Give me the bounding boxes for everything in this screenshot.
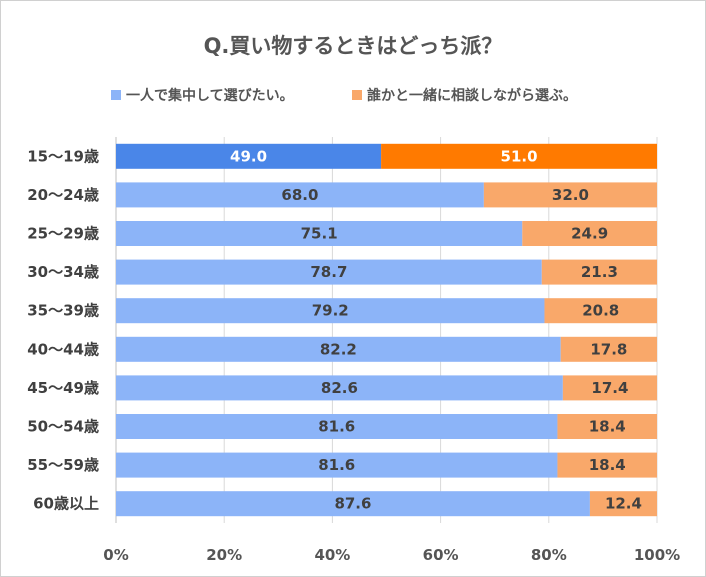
category-label: 30～34歳 bbox=[27, 263, 99, 281]
data-label: 49.0 bbox=[230, 147, 267, 165]
x-tick-label: 20% bbox=[206, 546, 242, 564]
data-label: 32.0 bbox=[552, 186, 589, 204]
data-label: 87.6 bbox=[334, 495, 371, 513]
bar-together bbox=[560, 336, 657, 362]
category-label: 25～29歳 bbox=[27, 225, 99, 243]
data-label: 12.4 bbox=[605, 495, 642, 513]
bar-solo bbox=[116, 182, 484, 208]
data-label: 18.4 bbox=[589, 456, 626, 474]
legend-swatch-solo bbox=[111, 90, 121, 100]
data-label: 79.2 bbox=[312, 302, 349, 320]
bar-solo bbox=[116, 259, 542, 285]
bar-solo bbox=[116, 143, 382, 169]
data-label: 81.6 bbox=[318, 418, 355, 436]
bar-solo bbox=[116, 298, 545, 324]
legend-label-together: 誰かと一緒に相談しながら選ぶ。 bbox=[367, 87, 577, 104]
bar-together bbox=[544, 298, 657, 324]
data-label: 24.9 bbox=[571, 225, 608, 243]
bar-together bbox=[381, 143, 657, 169]
data-label: 18.4 bbox=[589, 418, 626, 436]
data-label: 21.3 bbox=[581, 263, 618, 281]
category-label: 35～39歳 bbox=[27, 302, 99, 320]
data-label: 81.6 bbox=[318, 456, 355, 474]
data-label: 78.7 bbox=[310, 263, 347, 281]
bar-solo bbox=[116, 491, 590, 517]
legend: 一人で集中して選びたい。 誰かと一緒に相談しながら選ぶ。 bbox=[111, 87, 577, 104]
x-axis-ticks: 0% 20% 40% 60% 80% 100% bbox=[103, 546, 680, 564]
category-label: 40～44歳 bbox=[27, 340, 99, 358]
bar-together bbox=[589, 491, 657, 517]
legend-label-solo: 一人で集中して選びたい。 bbox=[126, 87, 294, 104]
category-label: 60歳以上 bbox=[33, 495, 99, 513]
x-tick-label: 0% bbox=[103, 546, 128, 564]
x-tick-label: 60% bbox=[423, 546, 459, 564]
category-label: 20～24歳 bbox=[27, 186, 99, 204]
x-tick-label: 40% bbox=[314, 546, 350, 564]
data-label: 82.6 bbox=[321, 379, 358, 397]
x-tick-label: 100% bbox=[634, 546, 680, 564]
category-labels: 15～19歳 20～24歳 25～29歳 30～34歳 35～39歳 40～44歳 45～4… bbox=[27, 147, 99, 512]
category-label: 45～49歳 bbox=[27, 379, 99, 397]
bar-solo bbox=[116, 414, 558, 439]
category-label: 15～19歳 bbox=[27, 147, 99, 165]
bar-together bbox=[562, 375, 657, 401]
bar-together bbox=[522, 221, 657, 246]
x-tick-label: 80% bbox=[531, 546, 567, 564]
bar-solo bbox=[116, 336, 561, 362]
category-label: 50～54歳 bbox=[27, 418, 99, 436]
data-label: 17.4 bbox=[591, 379, 628, 397]
data-label: 20.8 bbox=[582, 302, 619, 320]
data-label: 17.8 bbox=[590, 340, 627, 358]
bar-together bbox=[541, 259, 657, 285]
category-label: 55～59歳 bbox=[27, 456, 99, 474]
data-label: 75.1 bbox=[301, 225, 338, 243]
chart-title: Q.買い物するときはどっち派？ bbox=[204, 34, 503, 58]
bar-together bbox=[483, 182, 657, 208]
bar-solo bbox=[116, 452, 558, 478]
data-label: 68.0 bbox=[281, 186, 318, 204]
bar-solo bbox=[116, 375, 563, 401]
bar-together bbox=[557, 414, 657, 439]
data-label: 82.2 bbox=[320, 340, 357, 358]
data-label: 51.0 bbox=[501, 147, 538, 165]
legend-swatch-together bbox=[352, 90, 362, 100]
bars: 49.0 51.0 68.0 32.0 75.1 24.9 78.7 21.3 79.2 20.8… bbox=[116, 143, 657, 517]
bar-together bbox=[557, 452, 657, 478]
bar-solo bbox=[116, 221, 523, 246]
